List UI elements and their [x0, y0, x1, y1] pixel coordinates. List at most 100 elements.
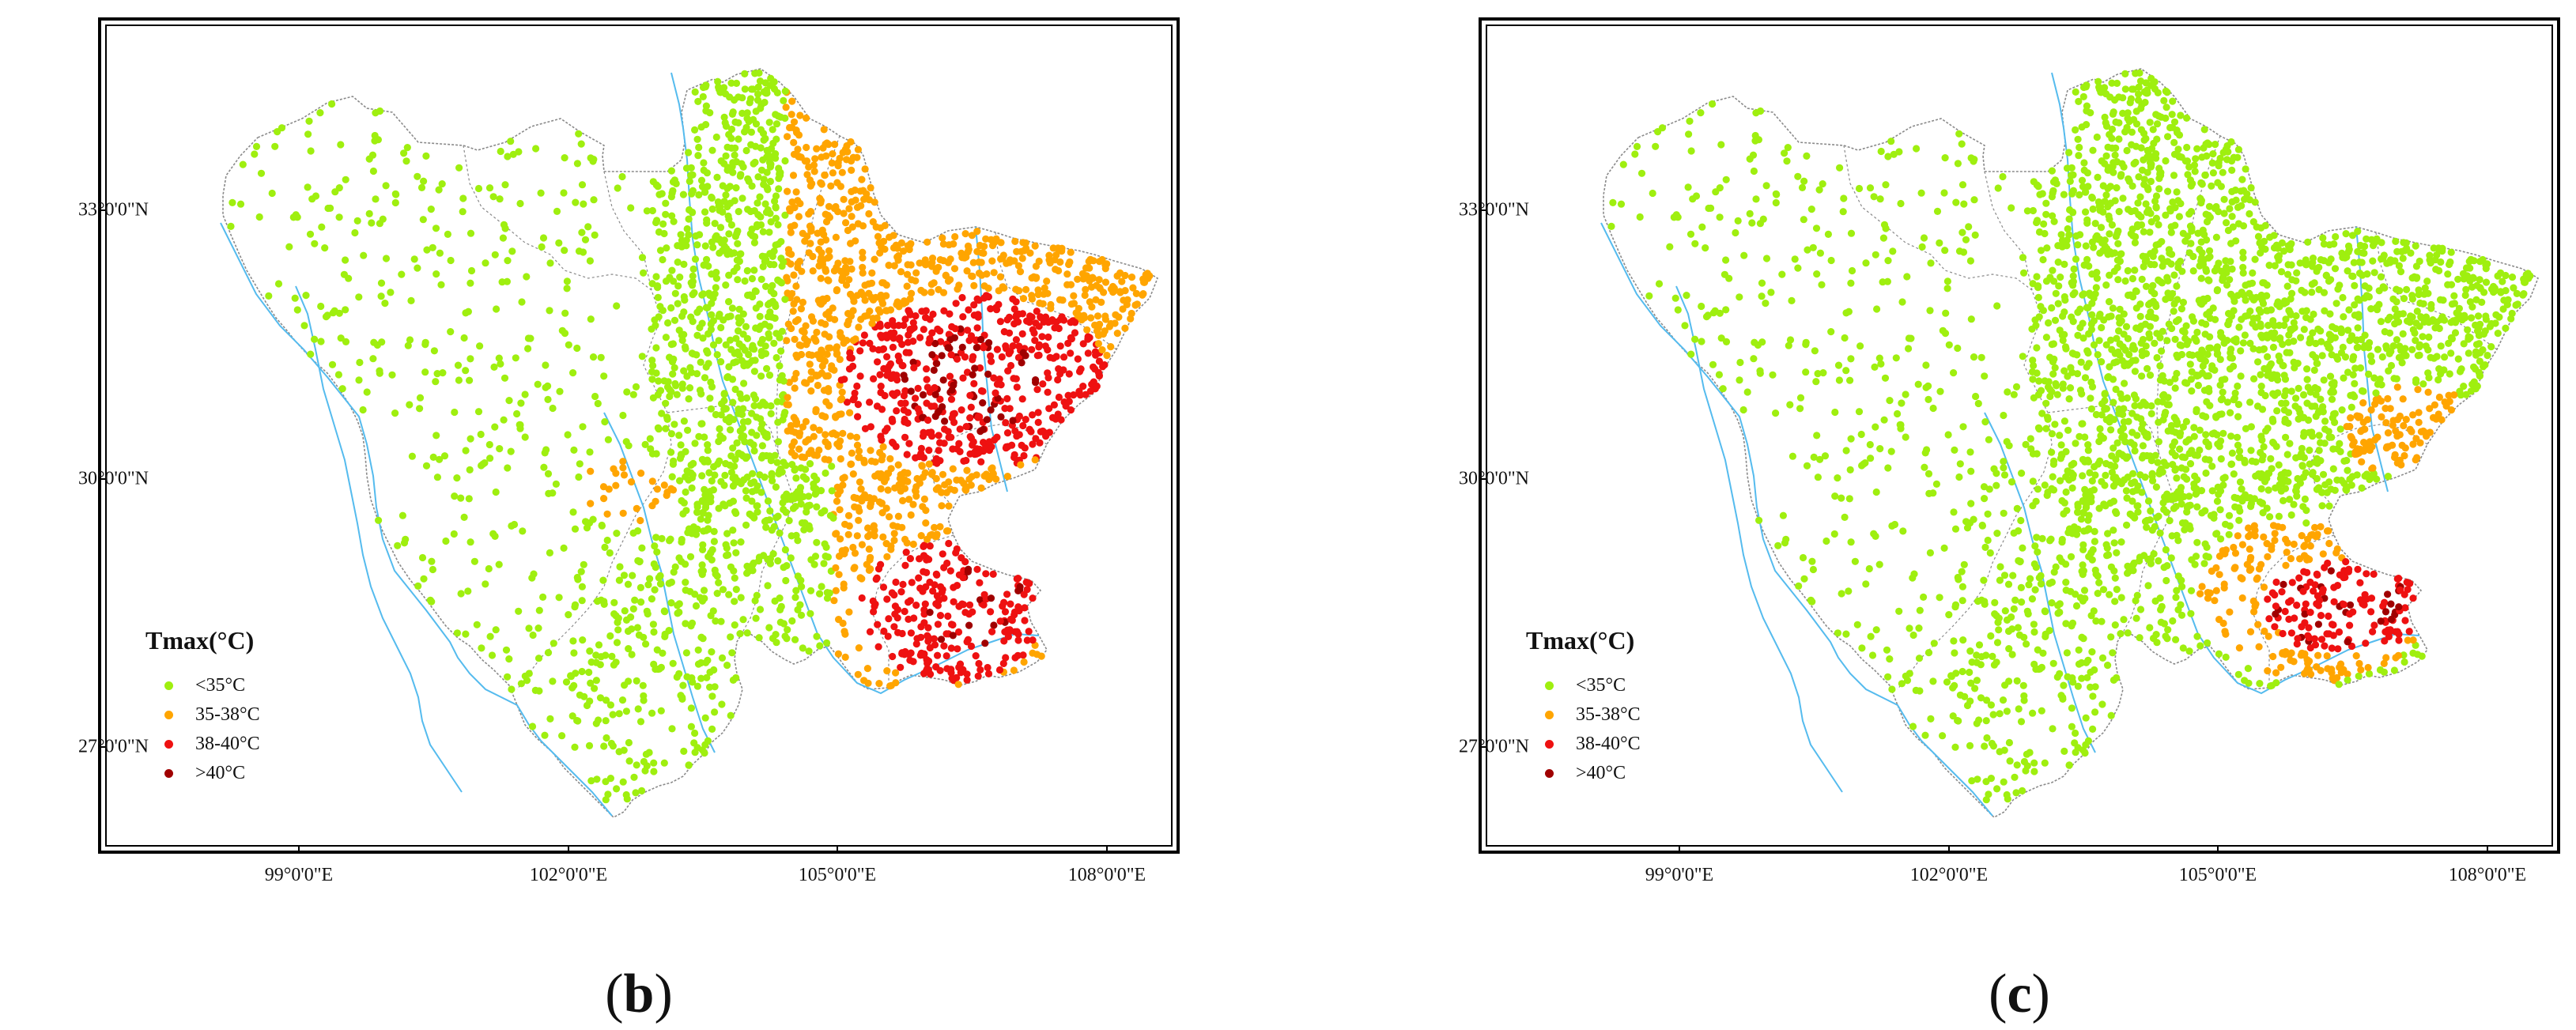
station-point	[2281, 607, 2289, 616]
station-point	[2346, 601, 2355, 609]
station-point	[490, 363, 498, 371]
station-point	[1800, 575, 1808, 583]
station-point	[731, 462, 738, 470]
station-point	[873, 314, 881, 322]
station-point	[602, 696, 610, 704]
station-point	[504, 153, 512, 160]
station-point	[833, 350, 840, 358]
station-point	[2476, 276, 2483, 284]
station-point	[377, 292, 385, 300]
station-point	[799, 229, 806, 237]
station-point	[619, 778, 627, 786]
station-point	[592, 677, 601, 685]
station-point	[735, 314, 742, 322]
station-point	[2088, 648, 2096, 656]
station-point	[866, 398, 874, 406]
station-point	[891, 602, 899, 610]
station-point	[754, 173, 762, 181]
station-point	[833, 343, 841, 351]
station-point	[2104, 530, 2112, 538]
station-point	[1945, 341, 1953, 349]
station-point	[2048, 599, 2056, 607]
station-point	[678, 693, 686, 701]
station-point	[828, 159, 836, 167]
station-point	[780, 96, 788, 104]
station-point	[711, 471, 719, 479]
station-point	[822, 320, 829, 328]
station-point	[858, 541, 866, 549]
station-point	[369, 355, 377, 363]
station-point	[1074, 355, 1082, 363]
station-point	[906, 555, 914, 563]
station-point	[792, 282, 800, 290]
station-point	[788, 111, 795, 119]
station-point	[1698, 223, 1706, 231]
station-point	[728, 110, 737, 118]
station-point	[577, 140, 585, 148]
station-point	[767, 218, 775, 226]
prefecture-boundary	[516, 171, 672, 690]
map-frame-outer	[98, 17, 1180, 854]
station-point	[2153, 353, 2161, 362]
station-point	[903, 451, 911, 458]
station-point	[2125, 417, 2132, 425]
station-point	[1758, 292, 1766, 300]
station-point	[1898, 680, 1906, 688]
station-point	[1034, 409, 1042, 417]
station-point	[731, 598, 738, 606]
station-point	[558, 732, 566, 740]
station-point	[1000, 598, 1008, 606]
station-point	[1989, 711, 1997, 719]
station-point	[763, 364, 771, 372]
station-point	[695, 191, 703, 199]
station-point	[1717, 334, 1725, 342]
station-point	[2095, 579, 2103, 587]
station-point	[886, 360, 894, 368]
river	[1675, 285, 1843, 793]
station-point	[662, 424, 670, 432]
station-point	[587, 315, 595, 323]
station-point	[762, 209, 771, 217]
prefecture-boundary	[2122, 451, 2175, 633]
station-point	[656, 580, 665, 588]
station-point	[2136, 193, 2144, 201]
station-point	[1736, 358, 1744, 367]
station-point	[353, 217, 361, 224]
station-point	[1748, 219, 1756, 227]
station-point	[796, 601, 804, 609]
station-point	[2064, 372, 2072, 380]
station-point	[1058, 244, 1066, 252]
station-point	[608, 652, 616, 661]
station-point	[817, 274, 825, 282]
station-point	[578, 228, 586, 236]
station-point	[2117, 594, 2125, 602]
station-point	[2076, 387, 2085, 394]
station-point	[881, 391, 889, 400]
station-point	[753, 223, 761, 231]
station-point	[997, 239, 1005, 247]
station-point	[668, 473, 676, 481]
station-point	[1857, 430, 1865, 439]
station-point	[640, 269, 648, 277]
station-point	[654, 293, 662, 301]
station-point	[686, 384, 694, 392]
station-point	[849, 362, 857, 370]
station-point	[853, 441, 862, 449]
station-point	[1055, 365, 1063, 373]
station-point	[753, 413, 761, 421]
station-point	[763, 146, 771, 154]
station-point	[2075, 646, 2083, 654]
station-point	[934, 621, 942, 628]
station-point	[1834, 474, 1841, 482]
station-point	[2153, 120, 2162, 128]
station-point	[1120, 296, 1127, 304]
station-point	[809, 317, 817, 325]
station-point	[622, 616, 631, 624]
station-point	[806, 525, 814, 533]
station-point	[742, 126, 750, 134]
lon-tick-label: 102°0'0"E	[529, 865, 608, 885]
station-point	[1967, 679, 1975, 687]
station-point	[2103, 544, 2111, 553]
station-point	[2180, 473, 2188, 481]
station-point	[474, 184, 483, 193]
